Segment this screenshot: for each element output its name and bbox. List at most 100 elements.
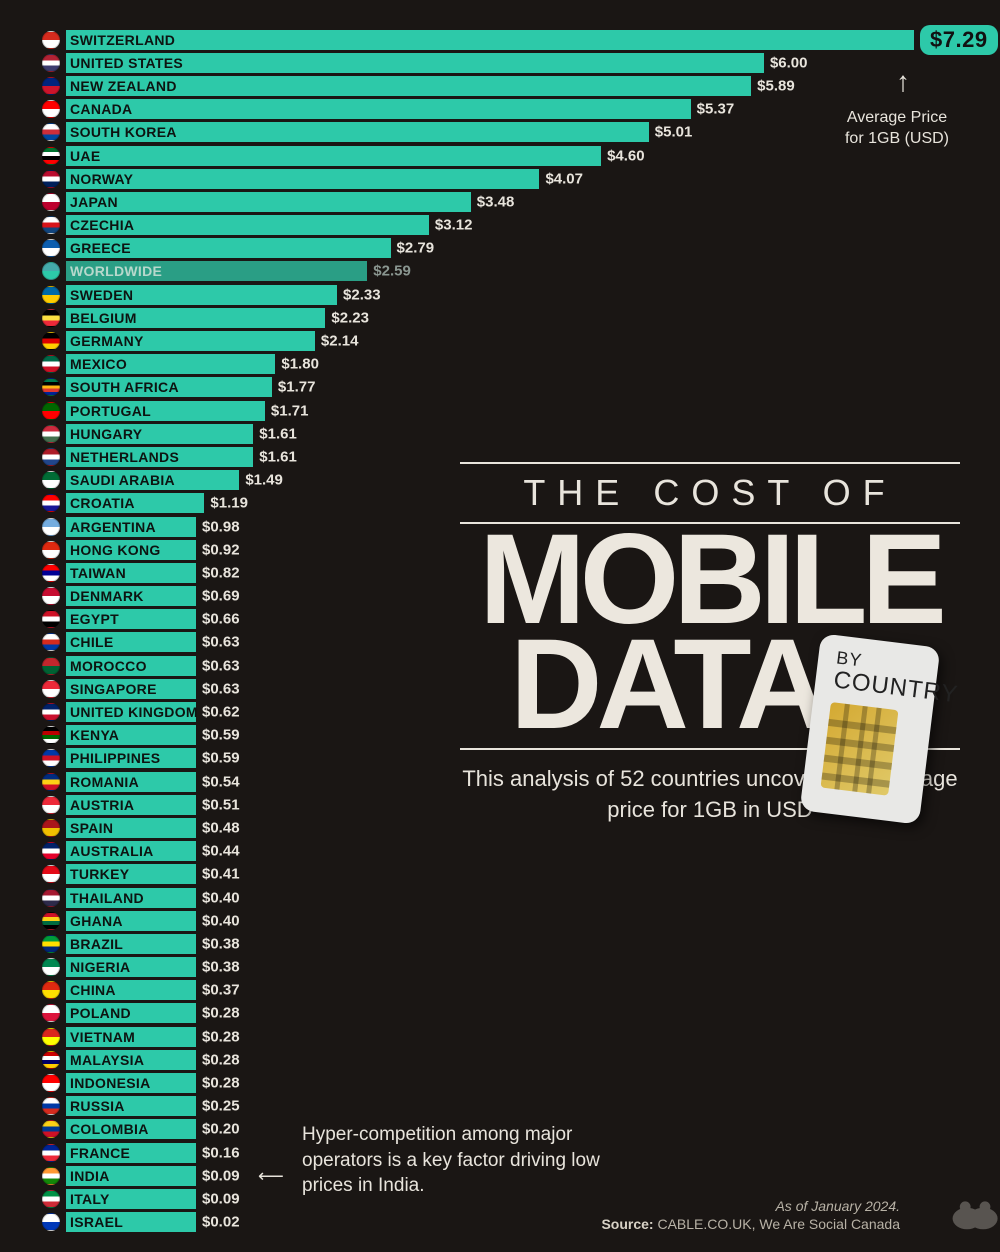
bar-row: BELGIUM$2.23 [42,306,962,329]
bar: NORWAY$4.07 [66,169,539,189]
value-label: $5.89 [757,77,795,94]
bar-row: GREECE$2.79 [42,237,962,260]
value-label: $0.48 [202,819,240,836]
bar-row: CANADA $5.37 [42,98,962,121]
country-label: SAUDI ARABIA [70,472,175,488]
bar-row: HUNGARY$1.61 [42,422,962,445]
value-label: $0.82 [202,564,240,581]
value-label: $0.92 [202,541,240,558]
flag-icon [42,1051,60,1069]
country-label: CANADA [70,101,132,117]
flag-icon [42,1097,60,1115]
bar: SOUTH KOREA$5.01 [66,122,649,142]
value-label: $2.14 [321,333,359,350]
country-label: RUSSIA [70,1098,125,1114]
country-label: SINGAPORE [70,681,157,697]
flag-icon [42,355,60,373]
flag-icon [42,1167,60,1185]
bar: CHILE$0.63 [66,632,196,652]
bar-row: GERMANY $2.14 [42,329,962,352]
value-label: $0.40 [202,889,240,906]
flag-icon [42,402,60,420]
flag-icon [42,749,60,767]
country-label: UNITED KINGDOM [70,704,198,720]
flag-icon [42,425,60,443]
country-label: HUNGARY [70,426,142,442]
value-label: $0.16 [202,1144,240,1161]
country-label: ISRAEL [70,1214,123,1230]
bar-row: JAPAN$3.48 [42,190,962,213]
country-label: ARGENTINA [70,519,156,535]
flag-icon [42,981,60,999]
value-label: $0.62 [202,704,240,721]
country-label: EGYPT [70,611,119,627]
value-label: $0.44 [202,843,240,860]
bar-row: UNITED STATES$6.00 [42,51,962,74]
bar-row: WORLDWIDE$2.59 [42,260,962,283]
bar-row: NIGERIA $0.38 [42,956,962,979]
bar-row: CHINA$0.37 [42,979,962,1002]
country-label: PHILIPPINES [70,750,160,766]
value-label: $0.54 [202,773,240,790]
country-label: BRAZIL [70,936,123,952]
country-label: VIETNAM [70,1029,135,1045]
bar: VIETNAM$0.28 [66,1027,196,1047]
bar: HONG KONG$0.92 [66,540,196,560]
bar: GERMANY$2.14 [66,331,315,351]
country-label: NETHERLANDS [70,449,179,465]
flag-icon [42,100,60,118]
flag-icon [42,819,60,837]
country-label: NIGERIA [70,959,130,975]
value-label: $0.38 [202,935,240,952]
value-label: $1.77 [278,379,316,396]
value-label: $0.69 [202,588,240,605]
flag-icon [42,1144,60,1162]
value-label: $0.38 [202,959,240,976]
country-label: CZECHIA [70,217,134,233]
india-annotation: Hyper-competition among major operators … [302,1122,632,1199]
flag-icon [42,54,60,72]
flag-icon [42,471,60,489]
legend-label: Average Price for 1GB (USD) [832,108,962,150]
bar: JAPAN$3.48 [66,192,471,212]
value-label: $5.37 [697,101,735,118]
value-label: $0.28 [202,1005,240,1022]
flag-icon [42,170,60,188]
arrow-left-icon: ⟵ [258,1166,284,1187]
bar: CROATIA$1.19 [66,493,204,513]
bar-row: SOUTH AFRICA$1.77 [42,376,962,399]
bar: THAILAND$0.40 [66,888,196,908]
bar: ROMANIA$0.54 [66,772,196,792]
country-label: JAPAN [70,194,118,210]
flag-icon [42,193,60,211]
bar: MOROCCO$0.63 [66,656,196,676]
country-label: AUSTRALIA [70,843,154,859]
bar: RUSSIA$0.25 [66,1096,196,1116]
value-label: $0.66 [202,611,240,628]
value-label: $0.40 [202,912,240,929]
bar: NETHERLANDS$1.61 [66,447,253,467]
flag-icon [42,680,60,698]
bar: BRAZIL$0.38 [66,934,196,954]
bar: POLAND$0.28 [66,1003,196,1023]
bar-row: SWEDEN$2.33 [42,283,962,306]
country-label: NORWAY [70,171,133,187]
country-label: GERMANY [70,333,144,349]
bar: ARGENTINA$0.98 [66,517,196,537]
bar-row: SWITZERLAND$7.29 [42,28,962,51]
flag-icon [42,564,60,582]
bar-row: MEXICO$1.80 [42,353,962,376]
value-label: $0.28 [202,1075,240,1092]
value-label: $0.51 [202,796,240,813]
flag-icon [42,216,60,234]
flag-icon [42,286,60,304]
bar: UNITED KINGDOM$0.62 [66,702,196,722]
bar-row: RUSSIA$0.25 [42,1095,962,1118]
value-label: $0.09 [202,1190,240,1207]
country-label: TURKEY [70,866,129,882]
flag-icon [42,726,60,744]
bar: CZECHIA$3.12 [66,215,429,235]
country-label: UAE [70,148,100,164]
flag-icon [42,448,60,466]
country-label: SOUTH KOREA [70,124,177,140]
